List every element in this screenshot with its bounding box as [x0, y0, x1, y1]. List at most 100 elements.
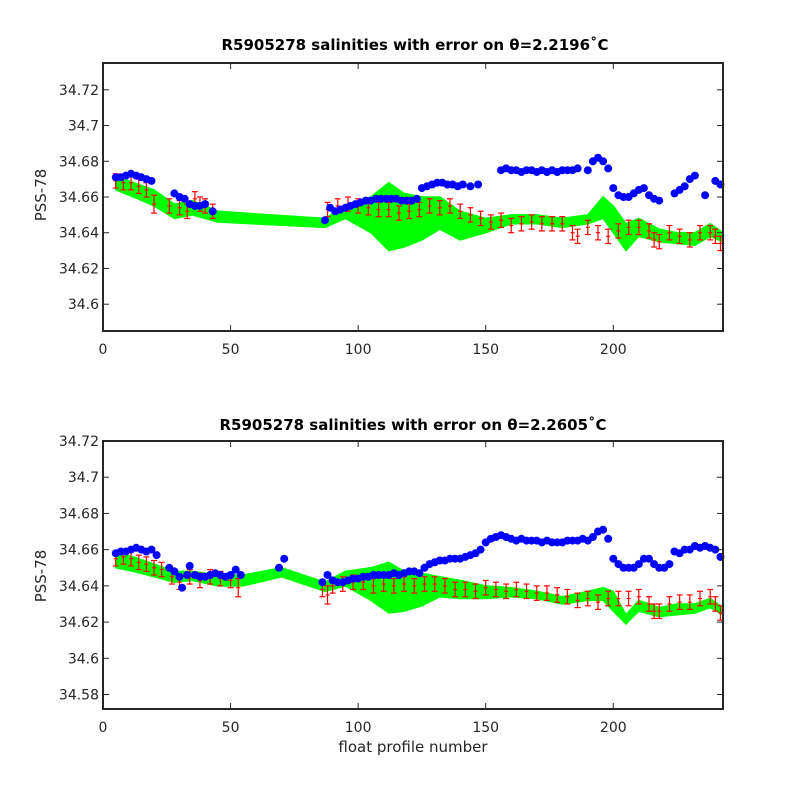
top-calibrated-point [656, 233, 663, 250]
top-calibrated-point [697, 224, 704, 241]
top-calibrated-point [686, 232, 693, 248]
top-y-tick-label: 34.64 [59, 226, 99, 242]
top-calibrated-point [646, 223, 653, 239]
top-calibrated-point [707, 224, 714, 241]
bottom-calibrated-point [543, 585, 550, 601]
top-calibrated-point [166, 198, 173, 214]
top-raw-point [321, 216, 329, 225]
bottom-calibrated-point [431, 576, 438, 592]
bottom-calibrated-point [390, 578, 397, 594]
bottom-calibrated-point [707, 588, 714, 605]
bottom-raw-point [588, 533, 597, 541]
bottom-raw-point [415, 569, 424, 578]
bottom-y-tick-label: 34.66 [59, 543, 99, 559]
bottom-calibrated-point [462, 581, 469, 598]
top-calibrated-point [549, 216, 556, 232]
top-raw-point [609, 184, 618, 193]
bottom-raw-point [170, 567, 179, 576]
bottom-calibrated-point [594, 594, 601, 611]
top-calibrated-point [457, 203, 464, 220]
bottom-calibrated-point [533, 585, 540, 601]
top-raw-point [639, 184, 648, 193]
bottom-raw-point [609, 554, 618, 563]
bottom-y-tick-label: 34.7 [68, 470, 99, 486]
bottom-raw-point [185, 561, 194, 570]
bottom-calibrated-point [625, 590, 632, 607]
top-calibrated-point [712, 228, 719, 245]
bottom-calibrated-point [646, 596, 653, 612]
top-x-tick-label: 0 [99, 342, 108, 358]
top-calibrated-point [426, 198, 433, 214]
top-calibrated-point [416, 201, 423, 218]
bottom-raw-point [175, 572, 184, 581]
top-calibrated-point [635, 219, 642, 236]
top-raw-point [701, 191, 710, 200]
top-y-axis-label: PSS-78 [32, 169, 50, 222]
top-calibrated-point [625, 219, 632, 236]
top-calibrated-point [676, 228, 683, 245]
top-x-tick-label: 150 [472, 342, 499, 358]
bottom-calibrated-point [605, 590, 612, 607]
top-calibrated-point [559, 216, 566, 232]
bottom-raw-point [280, 554, 289, 563]
bottom-plot-title: R5905278 salinities with error on θ=2.26… [219, 416, 606, 434]
top-calibrated-point [446, 198, 453, 214]
top-y-tick-label: 34.62 [59, 261, 99, 277]
bottom-raw-point [476, 545, 485, 554]
bottom-error-band [115, 552, 724, 625]
bottom-calibrated-point [656, 603, 663, 620]
top-raw-point [690, 171, 699, 180]
top-calibrated-point [594, 224, 601, 241]
top-raw-point [655, 196, 664, 205]
top-raw-point [599, 157, 608, 166]
bottom-x-tick-label: 200 [600, 720, 627, 736]
top-raw-point [412, 194, 421, 203]
top-calibrated-point [569, 224, 576, 241]
bottom-x-tick-label: 50 [222, 720, 240, 736]
bottom-raw-point [318, 578, 327, 587]
bottom-calibrated-point [513, 581, 520, 598]
bottom-calibrated-point [135, 554, 142, 571]
bottom-calibrated-point [143, 556, 150, 572]
bottom-raw-point [665, 560, 674, 569]
bottom-x-tick-label: 100 [345, 720, 372, 736]
top-subplot: R5905278 salinities with error on θ=2.21… [32, 36, 725, 358]
top-calibrated-point [615, 223, 622, 239]
bottom-calibrated-point [635, 588, 642, 605]
bottom-raw-point [599, 525, 608, 534]
top-x-tick-label: 100 [345, 342, 372, 358]
bottom-x-tick-label: 0 [99, 720, 108, 736]
top-raw-point [604, 164, 613, 173]
bottom-raw-point [152, 551, 161, 560]
bottom-y-tick-label: 34.6 [68, 651, 99, 667]
bottom-calibrated-point [523, 583, 530, 600]
top-calibrated-point [395, 205, 402, 221]
top-calibrated-point [436, 199, 443, 216]
bottom-calibrated-point [564, 588, 571, 605]
bottom-calibrated-point [503, 583, 510, 600]
bottom-raw-point [634, 560, 643, 569]
bottom-raw-series [111, 525, 725, 592]
bottom-raw-point [147, 545, 156, 554]
bottom-calibrated-point [574, 592, 581, 609]
top-raw-point [583, 166, 592, 175]
top-calibrated-point [528, 214, 535, 230]
bottom-calibrated-point [158, 561, 165, 578]
bottom-raw-point [711, 545, 720, 554]
top-raw-point [458, 180, 467, 189]
bottom-raw-point [231, 565, 240, 574]
bottom-band-area [115, 552, 724, 625]
top-calibrated-point [605, 228, 612, 245]
bottom-calibrated-point [651, 603, 658, 620]
top-calibrated-point [651, 232, 658, 248]
bottom-raw-point [645, 554, 653, 563]
bottom-subplot: R5905278 salinities with error on θ=2.26… [32, 416, 725, 756]
bottom-raw-point [226, 571, 235, 579]
top-calibrated-point [487, 214, 494, 230]
bottom-calibrated-point [441, 578, 448, 594]
bottom-calibrated-point [482, 579, 489, 596]
top-calibrated-point [584, 219, 591, 236]
top-raw-point [201, 200, 210, 209]
bottom-y-tick-label: 34.64 [59, 579, 99, 595]
